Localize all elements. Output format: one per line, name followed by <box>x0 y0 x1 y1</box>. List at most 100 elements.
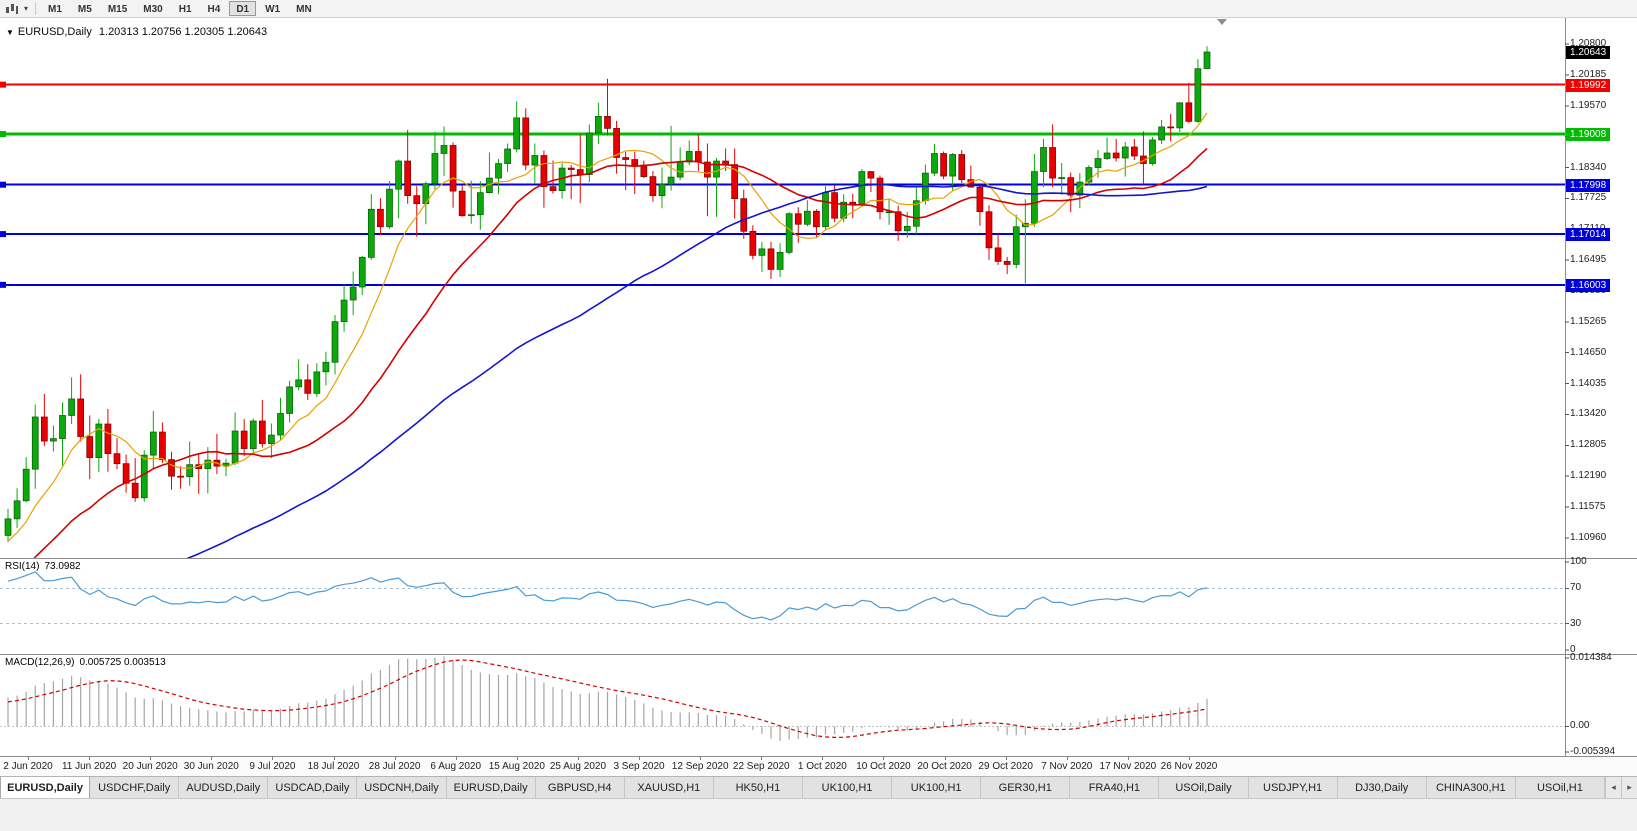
tab-scroll-left-icon[interactable]: ◂ <box>1604 777 1621 798</box>
candle-up <box>59 415 66 439</box>
date-tick <box>639 757 641 760</box>
candle-up <box>22 468 30 502</box>
quick-trade-caret-icon[interactable]: ▼ <box>6 28 14 37</box>
timeframe-button-h4[interactable]: H4 <box>207 4 221 15</box>
candle-down <box>1003 261 1011 265</box>
hline-left-marker <box>0 81 6 88</box>
hline-price-label-116003[interactable]: 1.16003 <box>1566 278 1611 292</box>
chart-tab-7-xauusd-h1[interactable]: XAUUSD,H1 <box>624 777 714 798</box>
chart-tab-13-usoil-daily[interactable]: USOil,Daily <box>1159 777 1249 798</box>
timeframe-button-h1[interactable]: H1 <box>178 4 192 15</box>
candle-up <box>95 423 103 458</box>
hline-price-label-119008[interactable]: 1.19008 <box>1566 128 1611 142</box>
candle-up <box>31 416 39 470</box>
chart-tab-6-gbpusd-h4[interactable]: GBPUSD,H4 <box>535 777 625 798</box>
date-tick <box>883 757 885 760</box>
candle-up <box>1176 102 1184 129</box>
candle-up <box>440 145 448 154</box>
candle-up <box>1094 158 1102 168</box>
candle-up <box>467 214 475 217</box>
chart-shift-marker[interactable] <box>1217 19 1227 25</box>
timeframe-button-mn[interactable]: MN <box>296 4 312 15</box>
candle-down <box>749 230 757 256</box>
rsi-scale-label: 0 <box>1570 644 1576 655</box>
timeframe-button-m5[interactable]: M5 <box>77 4 92 15</box>
chart-tab-17-usoil-h1[interactable]: USOil,H1 <box>1515 777 1605 798</box>
candle-down <box>168 459 175 477</box>
candle-down <box>1130 146 1138 157</box>
timeframe-button-m15[interactable]: M15 <box>107 4 128 15</box>
candle-down <box>613 128 620 158</box>
candle-up <box>595 116 602 134</box>
candle-up <box>585 132 593 175</box>
candle-up <box>149 431 157 456</box>
candle-up <box>667 176 675 185</box>
date-label: 10 Oct 2020 <box>856 761 911 772</box>
timeframe-toolbar: ▾ M1 M5 M15 M30 H1 H4 D1 W1 MN <box>0 0 1637 18</box>
candle-up <box>903 225 911 232</box>
timeframe-button-m30[interactable]: M30 <box>143 4 163 15</box>
hline-price-label-119992[interactable]: 1.19992 <box>1566 78 1611 92</box>
timeframe-button-w1[interactable]: W1 <box>265 4 281 15</box>
date-label: 18 Jul 2020 <box>307 761 360 772</box>
candle-down <box>449 145 457 192</box>
candle-up <box>313 371 321 394</box>
date-label: 1 Oct 2020 <box>797 761 847 772</box>
tab-scroll-right-icon[interactable]: ▸ <box>1620 777 1637 798</box>
date-label: 25 Aug 2020 <box>549 761 607 772</box>
chart-tab-2-audusd-daily[interactable]: AUDUSD,Daily <box>179 777 269 798</box>
candle-down <box>40 416 48 442</box>
candle-up <box>268 434 275 444</box>
date-label: 22 Sep 2020 <box>732 761 790 772</box>
chart-tab-11-ger30-h1[interactable]: GER30,H1 <box>981 777 1071 798</box>
chart-tab-3-usdcad-daily[interactable]: USDCAD,Daily <box>268 777 358 798</box>
chart-tab-0-eurusd-daily[interactable]: EURUSD,Daily <box>0 777 91 798</box>
chart-tab-4-usdcnh-daily[interactable]: USDCNH,Daily <box>357 777 447 798</box>
candle-up <box>1085 167 1093 183</box>
macd-label-values: 0.005725 0.003513 <box>79 657 166 668</box>
candle-up <box>1149 139 1156 164</box>
candle-down <box>413 195 421 205</box>
chart-tab-9-uk100-h1[interactable]: UK100,H1 <box>802 777 893 798</box>
candle-down <box>649 176 657 197</box>
status-bar <box>0 798 1637 831</box>
chart-tab-10-uk100-h1[interactable]: UK100,H1 <box>892 777 982 798</box>
candle-down <box>831 192 838 219</box>
chart-type-icon[interactable] <box>3 1 21 16</box>
candle-down <box>159 431 166 460</box>
candle-up <box>1203 51 1211 69</box>
date-tick <box>211 757 213 760</box>
timeframe-button-d1[interactable]: D1 <box>229 1 257 16</box>
candle-up <box>1103 152 1111 159</box>
candle-down <box>876 177 884 213</box>
chart-tab-15-dj30-daily[interactable]: DJ30,Daily <box>1337 777 1427 798</box>
candle-up <box>222 462 230 467</box>
hline-price-label-117014[interactable]: 1.17014 <box>1566 228 1611 242</box>
chart-tab-14-usdjpy-h1[interactable]: USDJPY,H1 <box>1248 777 1338 798</box>
date-tick <box>394 757 396 760</box>
candle-down <box>1049 147 1056 179</box>
date-tick <box>89 757 91 760</box>
candle-up <box>277 413 284 436</box>
chart-title: ▼ EURUSD,Daily 1.20313 1.20756 1.20305 1.2… <box>6 26 267 38</box>
timeframe-buttons: M1 M5 M15 M30 H1 H4 D1 W1 MN <box>40 1 320 16</box>
chart-tab-5-eurusd-daily[interactable]: EURUSD,Daily <box>446 777 536 798</box>
chart-tab-12-fra40-h1[interactable]: FRA40,H1 <box>1070 777 1160 798</box>
candle-up <box>295 379 303 388</box>
date-label: 15 Aug 2020 <box>488 761 545 772</box>
timeframe-button-m1[interactable]: M1 <box>48 4 62 15</box>
ma-line-55 <box>186 183 1208 558</box>
hline-price-label-117998[interactable]: 1.17998 <box>1566 178 1611 192</box>
candle-up <box>713 160 720 178</box>
candle-up <box>249 420 257 449</box>
chart-type-caret-icon[interactable]: ▾ <box>23 4 28 13</box>
candle-down <box>894 211 902 232</box>
chart-tab-8-hk50-h1[interactable]: HK50,H1 <box>713 777 803 798</box>
candle-up <box>322 361 330 373</box>
chart-tab-16-china300-h1[interactable]: CHINA300,H1 <box>1426 777 1516 798</box>
time-axis[interactable]: 2 Jun 2020 11 Jun 2020 20 Jun 2020 30 Jun 2… <box>0 756 1637 776</box>
rsi-label-value: 73.0982 <box>44 561 81 572</box>
candle-up <box>140 454 148 499</box>
chart-canvas[interactable] <box>0 18 1637 756</box>
chart-tab-1-usdchf-daily[interactable]: USDCHF,Daily <box>90 777 180 798</box>
